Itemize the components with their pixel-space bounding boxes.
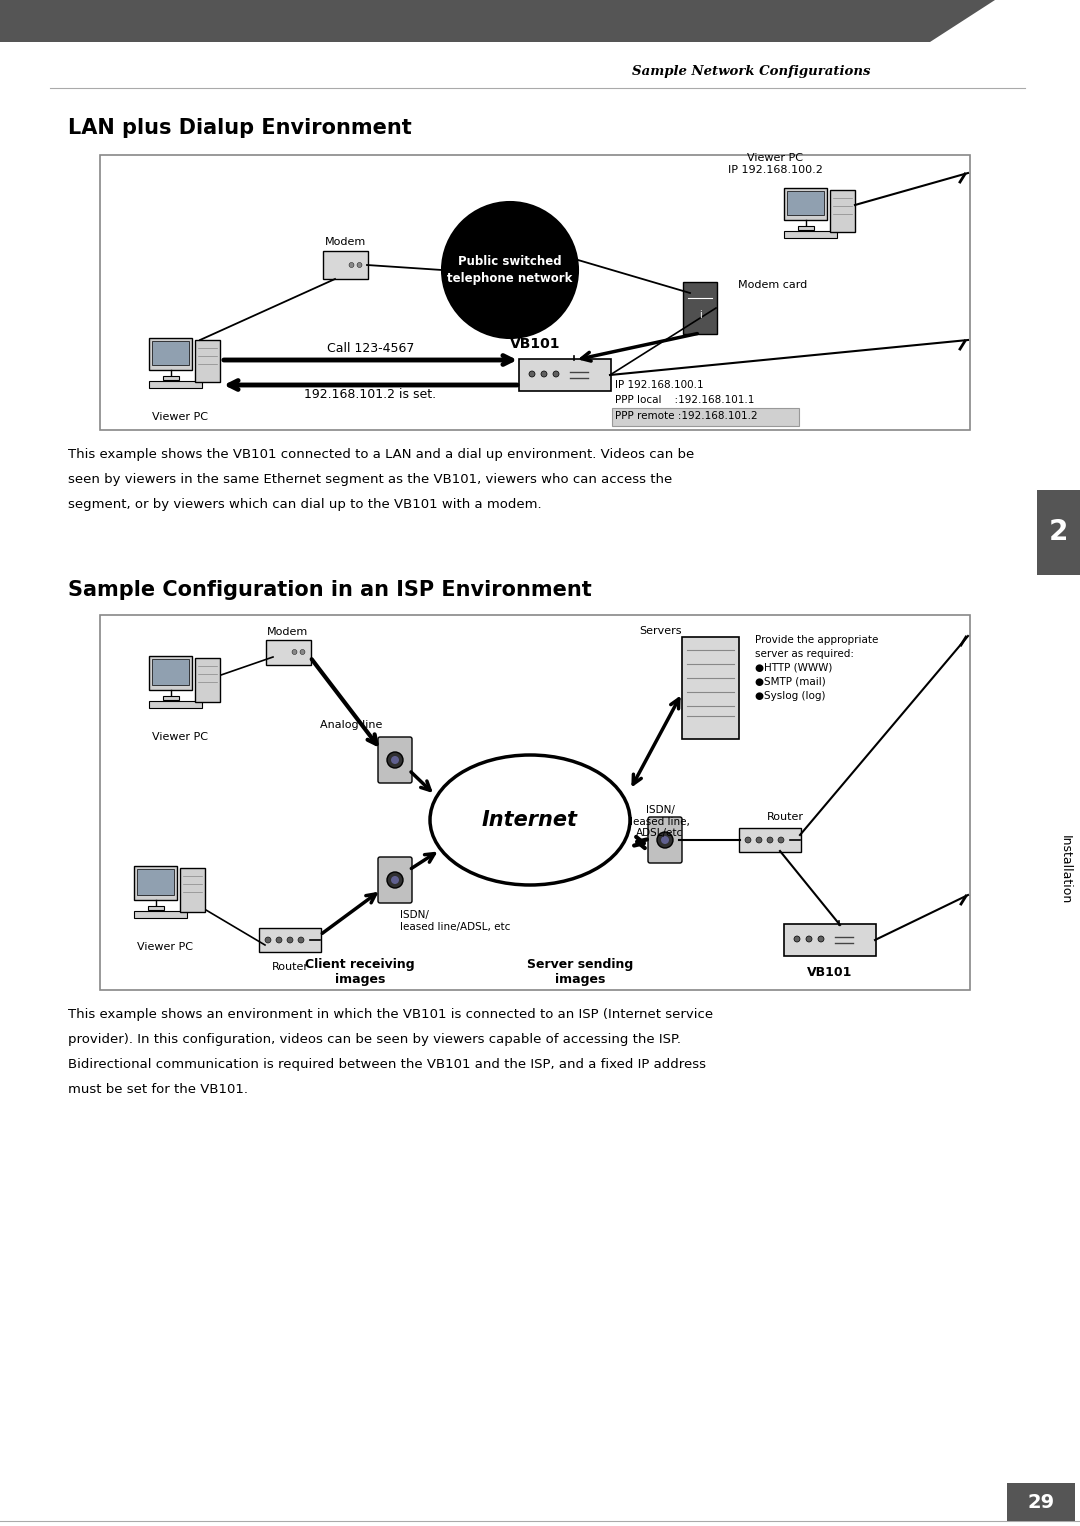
Text: Sample Network Configurations: Sample Network Configurations (632, 66, 870, 78)
FancyBboxPatch shape (784, 188, 827, 220)
Circle shape (794, 935, 800, 942)
Text: VB101: VB101 (808, 966, 853, 980)
FancyBboxPatch shape (378, 858, 411, 903)
FancyBboxPatch shape (323, 250, 367, 279)
Circle shape (806, 935, 812, 942)
Circle shape (541, 371, 546, 377)
FancyBboxPatch shape (163, 375, 178, 380)
Text: Viewer PC
IP 192.168.100.2: Viewer PC IP 192.168.100.2 (728, 154, 823, 175)
Circle shape (818, 935, 824, 942)
Circle shape (661, 836, 669, 844)
FancyBboxPatch shape (266, 639, 311, 664)
Text: Router: Router (767, 812, 804, 823)
Circle shape (553, 371, 559, 377)
Circle shape (391, 876, 399, 884)
Circle shape (298, 937, 303, 943)
Circle shape (292, 650, 297, 655)
FancyBboxPatch shape (784, 230, 837, 238)
FancyBboxPatch shape (1007, 1483, 1075, 1521)
Circle shape (442, 201, 578, 337)
Circle shape (265, 937, 271, 943)
FancyBboxPatch shape (149, 656, 192, 690)
FancyBboxPatch shape (378, 737, 411, 783)
FancyBboxPatch shape (612, 407, 799, 426)
Text: Internet: Internet (482, 810, 578, 830)
Circle shape (387, 871, 403, 888)
FancyBboxPatch shape (0, 0, 930, 43)
Circle shape (756, 836, 762, 842)
Text: Client receiving
images: Client receiving images (306, 958, 415, 986)
Text: Modem: Modem (324, 237, 366, 247)
Circle shape (391, 755, 399, 765)
Text: Installation: Installation (1058, 835, 1071, 905)
Text: This example shows an environment in which the VB101 is connected to an ISP (Int: This example shows an environment in whi… (68, 1009, 713, 1096)
FancyBboxPatch shape (134, 911, 187, 919)
Circle shape (778, 836, 784, 842)
FancyBboxPatch shape (681, 636, 739, 739)
FancyBboxPatch shape (739, 829, 801, 852)
Text: IP 192.168.100.1: IP 192.168.100.1 (615, 380, 704, 391)
FancyBboxPatch shape (683, 282, 717, 334)
Text: Modem: Modem (268, 627, 309, 636)
Text: i: i (699, 310, 701, 320)
FancyBboxPatch shape (180, 868, 205, 913)
Text: Modem card: Modem card (738, 279, 807, 290)
FancyBboxPatch shape (195, 339, 220, 382)
Ellipse shape (430, 755, 630, 885)
FancyBboxPatch shape (152, 659, 189, 685)
FancyBboxPatch shape (1037, 490, 1080, 575)
FancyBboxPatch shape (831, 189, 855, 232)
Polygon shape (930, 0, 995, 43)
Circle shape (349, 262, 354, 267)
Text: Router: Router (271, 961, 309, 972)
Circle shape (767, 836, 773, 842)
Text: PPP local    :192.168.101.1: PPP local :192.168.101.1 (615, 395, 754, 404)
FancyBboxPatch shape (787, 191, 824, 215)
FancyBboxPatch shape (784, 925, 876, 955)
Text: 2: 2 (1049, 519, 1068, 546)
FancyBboxPatch shape (134, 865, 177, 900)
Text: 192.168.101.2 is set.: 192.168.101.2 is set. (305, 388, 436, 401)
Circle shape (300, 650, 305, 655)
Circle shape (657, 832, 673, 848)
Circle shape (529, 371, 535, 377)
Text: Viewer PC: Viewer PC (137, 942, 193, 952)
Text: VB101: VB101 (510, 337, 561, 351)
FancyBboxPatch shape (648, 816, 681, 864)
Circle shape (276, 937, 282, 943)
Text: Server sending
images: Server sending images (527, 958, 633, 986)
FancyBboxPatch shape (149, 337, 192, 369)
FancyBboxPatch shape (100, 156, 970, 430)
Circle shape (357, 262, 362, 267)
FancyBboxPatch shape (149, 700, 202, 708)
Circle shape (287, 937, 293, 943)
Text: Public switched
telephone network: Public switched telephone network (447, 255, 572, 285)
FancyBboxPatch shape (137, 868, 174, 896)
Text: LAN plus Dialup Environment: LAN plus Dialup Environment (68, 118, 411, 137)
Circle shape (387, 752, 403, 768)
Text: Viewer PC: Viewer PC (152, 732, 208, 742)
Text: Viewer PC: Viewer PC (152, 412, 208, 423)
Text: Call 123-4567: Call 123-4567 (327, 342, 415, 356)
Text: ISDN/
leased line/ADSL, etc: ISDN/ leased line/ADSL, etc (400, 909, 511, 931)
Text: Sample Configuration in an ISP Environment: Sample Configuration in an ISP Environme… (68, 580, 592, 600)
Text: This example shows the VB101 connected to a LAN and a dial up environment. Video: This example shows the VB101 connected t… (68, 449, 694, 511)
FancyBboxPatch shape (163, 696, 178, 700)
FancyBboxPatch shape (798, 226, 813, 230)
FancyBboxPatch shape (100, 615, 970, 990)
FancyBboxPatch shape (519, 359, 611, 391)
FancyBboxPatch shape (152, 340, 189, 365)
Circle shape (745, 836, 751, 842)
Text: PPP remote :192.168.101.2: PPP remote :192.168.101.2 (615, 410, 758, 421)
Text: 29: 29 (1027, 1492, 1054, 1511)
Text: Provide the appropriate
server as required:
●HTTP (WWW)
●SMTP (mail)
●Syslog (lo: Provide the appropriate server as requir… (755, 635, 878, 700)
Text: ISDN/
leased line,
ADSL/etc: ISDN/ leased line, ADSL/etc (630, 806, 690, 838)
FancyBboxPatch shape (259, 928, 321, 952)
Text: Analog line: Analog line (320, 720, 382, 729)
FancyBboxPatch shape (148, 906, 163, 909)
FancyBboxPatch shape (149, 382, 202, 388)
FancyBboxPatch shape (195, 658, 220, 702)
Text: Servers: Servers (638, 626, 681, 636)
